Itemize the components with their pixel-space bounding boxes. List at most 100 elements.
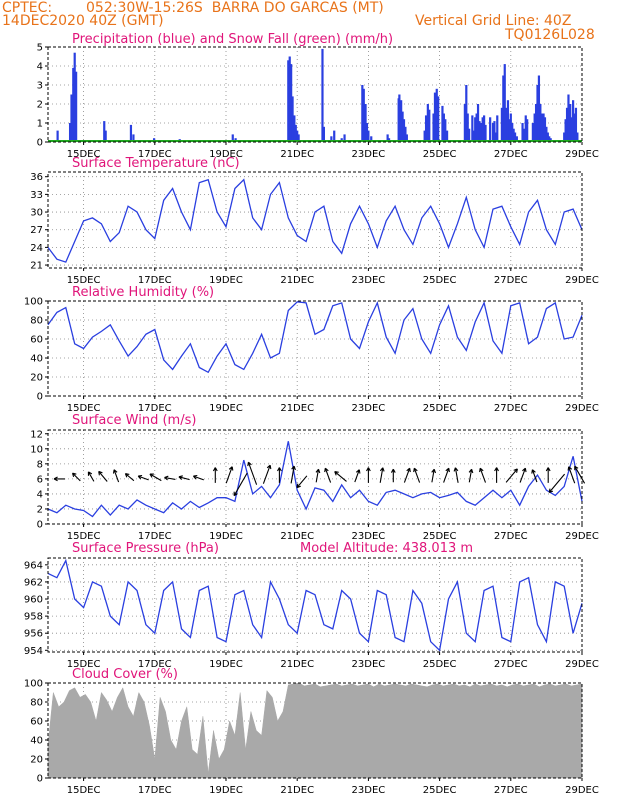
- header-grid-note: Vertical Grid Line: 40Z: [415, 13, 571, 29]
- x-tick-label: 27DEC: [494, 531, 528, 542]
- precip-bar: [428, 109, 431, 142]
- precip-bar: [290, 64, 293, 142]
- y-tick-label: 0: [37, 138, 43, 149]
- precip-bar: [330, 136, 333, 142]
- precip-bar: [472, 130, 475, 142]
- x-tick-label: 27DEC: [494, 149, 528, 160]
- precip-bar: [543, 117, 547, 142]
- precip-bar: [444, 119, 447, 142]
- precip-bar: [546, 132, 549, 142]
- precip-bar: [367, 130, 370, 142]
- panel-frame: [47, 429, 583, 525]
- header-code: TQ0126L028: [504, 27, 595, 43]
- wind-arrow: [277, 467, 282, 483]
- wind-arrow: [443, 467, 450, 483]
- x-tick-label: 29DEC: [565, 785, 599, 796]
- precip-bar: [537, 75, 541, 142]
- y-tick-label: 80: [30, 316, 43, 327]
- wind-arrow: [164, 475, 176, 481]
- precip-bar: [361, 85, 364, 142]
- panel-frame: [47, 682, 583, 779]
- precip-bar: [545, 126, 548, 142]
- x-tick-label: 29DEC: [565, 403, 599, 414]
- y-tick-label: 40: [30, 354, 43, 365]
- wind-arrow: [247, 461, 258, 485]
- x-tick-label: 15DEC: [67, 785, 101, 796]
- precip-bar: [515, 136, 518, 142]
- precip-bar: [432, 113, 435, 142]
- wind-arrow: [505, 468, 518, 483]
- cloud-cover-area: [47, 682, 583, 779]
- x-tick-label: 23DEC: [352, 275, 386, 286]
- panel-5: Surface Pressure (hPa) Model Altitude: 43…: [24, 541, 599, 670]
- panel-title: Surface Wind (m/s): [72, 413, 196, 428]
- precip-bar: [505, 107, 508, 142]
- wind-arrow: [431, 468, 437, 483]
- y-tick-label: 60: [30, 335, 43, 346]
- wind-arrow: [545, 467, 551, 483]
- precip-bar: [400, 100, 403, 142]
- precip-bar: [294, 124, 297, 142]
- wind-arrow: [112, 469, 120, 483]
- precip-bar: [478, 121, 481, 142]
- precip-bar: [493, 121, 496, 142]
- precip-bar: [569, 104, 572, 142]
- wind-arrow: [403, 467, 411, 483]
- wind-arrow: [315, 468, 321, 483]
- precip-bar: [441, 105, 444, 142]
- y-tick-label: 27: [30, 225, 43, 236]
- precip-bar: [506, 100, 510, 142]
- precip-bar: [70, 94, 73, 142]
- x-tick-label: 23DEC: [352, 403, 386, 414]
- precip-bar: [343, 134, 346, 142]
- x-tick-label: 17DEC: [138, 403, 172, 414]
- precip-bar: [288, 56, 291, 142]
- y-tick-label: 1: [37, 119, 43, 130]
- y-tick-label: 20: [30, 373, 43, 384]
- wind-arrow: [87, 471, 95, 482]
- x-tick-label: 29DEC: [565, 659, 599, 670]
- y-tick-label: 80: [30, 698, 43, 709]
- precip-bar: [445, 130, 449, 142]
- y-tick-label: 30: [30, 208, 43, 219]
- precip-bar: [365, 123, 369, 142]
- precip-bar: [442, 113, 445, 142]
- x-tick-label: 25DEC: [423, 275, 457, 286]
- precip-bar: [322, 126, 325, 142]
- x-tick-label: 15DEC: [67, 149, 101, 160]
- y-tick-label: 24: [30, 243, 43, 254]
- x-tick-label: 17DEC: [138, 149, 172, 160]
- x-tick-label: 21DEC: [280, 403, 314, 414]
- precip-bar: [511, 123, 514, 142]
- precip-bar: [56, 130, 59, 142]
- panel-title: Cloud Cover (%): [72, 667, 178, 682]
- wind-arrow: [137, 474, 149, 481]
- x-tick-label: 27DEC: [494, 403, 528, 414]
- x-tick-label: 25DEC: [423, 403, 457, 414]
- y-tick-label: 100: [24, 297, 43, 308]
- x-tick-label: 25DEC: [423, 785, 457, 796]
- precip-bar: [548, 136, 551, 142]
- y-tick-label: 6: [37, 474, 43, 485]
- wind-arrow: [574, 465, 586, 484]
- precip-bar: [333, 130, 336, 142]
- x-tick-label: 27DEC: [494, 275, 528, 286]
- precip-bar: [521, 123, 524, 142]
- x-tick-label: 21DEC: [280, 149, 314, 160]
- precip-bar: [474, 117, 477, 142]
- wind-arrow: [98, 470, 108, 482]
- precip-bar: [231, 134, 234, 142]
- x-tick-label: 17DEC: [138, 531, 172, 542]
- precip-bar: [524, 115, 527, 142]
- y-tick-label: 0: [37, 392, 43, 403]
- precip-bar: [463, 104, 466, 142]
- y-tick-label: 0: [37, 520, 43, 531]
- x-tick-label: 25DEC: [423, 531, 457, 542]
- y-tick-label: 36: [30, 172, 43, 183]
- x-tick-label: 25DEC: [423, 149, 457, 160]
- precip-bar: [291, 96, 294, 142]
- x-tick-label: 29DEC: [565, 149, 599, 160]
- wind-arrow: [178, 475, 190, 481]
- precip-bar: [362, 88, 365, 142]
- precip-bar: [398, 94, 401, 142]
